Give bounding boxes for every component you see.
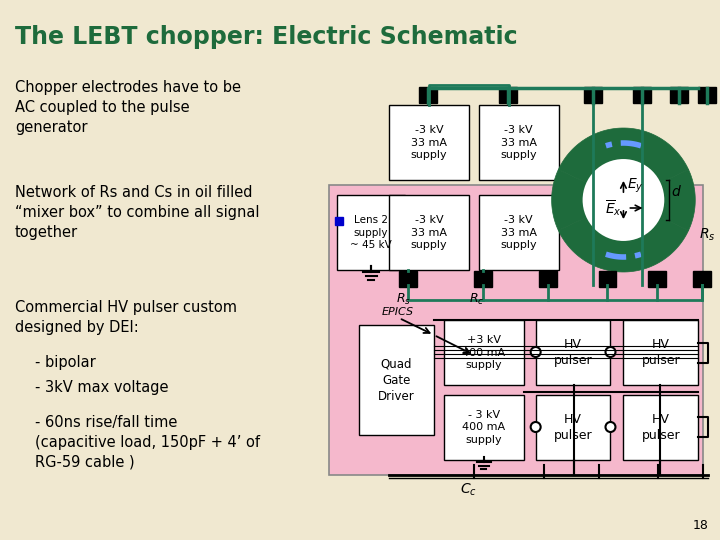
Bar <box>624 320 698 385</box>
Text: - bipolar: - bipolar <box>35 355 96 370</box>
Circle shape <box>531 422 541 432</box>
Bar <box>479 105 559 180</box>
Text: HV
pulser: HV pulser <box>642 338 680 367</box>
Text: Network of Rs and Cs in oil filled
“mixer box” to combine all signal
together: Network of Rs and Cs in oil filled “mixe… <box>15 185 259 240</box>
Bar <box>359 325 434 435</box>
Text: $R_s$: $R_s$ <box>699 227 716 243</box>
Bar <box>419 87 437 103</box>
Bar <box>479 195 559 270</box>
Bar <box>536 395 611 460</box>
Bar <box>389 105 469 180</box>
Bar <box>539 271 557 287</box>
Text: 18: 18 <box>693 519 708 532</box>
Bar <box>499 87 517 103</box>
Text: -3 kV
33 mA
supply: -3 kV 33 mA supply <box>410 125 447 160</box>
Text: $E_y$: $E_y$ <box>627 177 644 195</box>
Bar <box>583 87 601 103</box>
Text: $C_c$: $C_c$ <box>460 482 477 498</box>
Text: -3 kV
33 mA
supply: -3 kV 33 mA supply <box>500 215 537 250</box>
Text: Lens 2
supply
~ 45 kV: Lens 2 supply ~ 45 kV <box>350 215 392 250</box>
Text: Chopper electrodes have to be
AC coupled to the pulse
generator: Chopper electrodes have to be AC coupled… <box>15 80 241 134</box>
Bar <box>337 195 405 270</box>
Text: EPICS: EPICS <box>382 307 414 317</box>
Bar <box>624 395 698 460</box>
Bar <box>698 87 716 103</box>
Bar <box>399 271 417 287</box>
Text: HV
pulser: HV pulser <box>554 338 593 367</box>
Polygon shape <box>558 218 688 272</box>
Bar <box>329 185 703 475</box>
Bar <box>649 271 666 287</box>
Polygon shape <box>558 128 688 183</box>
Text: $d$: $d$ <box>671 185 683 199</box>
Bar <box>444 395 523 460</box>
Polygon shape <box>662 170 696 231</box>
Circle shape <box>606 347 616 357</box>
Text: HV
pulser: HV pulser <box>554 413 593 442</box>
Bar <box>598 271 616 287</box>
Circle shape <box>531 347 541 357</box>
Circle shape <box>606 422 616 432</box>
Polygon shape <box>552 170 585 231</box>
Circle shape <box>582 158 665 242</box>
Text: -3 kV
33 mA
supply: -3 kV 33 mA supply <box>500 125 537 160</box>
Text: $R_c$: $R_c$ <box>469 292 485 307</box>
Bar <box>670 87 688 103</box>
Text: - 3 kV
400 mA
supply: - 3 kV 400 mA supply <box>462 410 505 445</box>
Bar <box>693 271 711 287</box>
Text: - 3kV max voltage: - 3kV max voltage <box>35 380 168 395</box>
Text: - 60ns rise/fall time
(capacitive load, 150pF + 4’ of
RG-59 cable ): - 60ns rise/fall time (capacitive load, … <box>35 415 260 470</box>
Text: +3 kV
400 mA
supply: +3 kV 400 mA supply <box>462 335 505 370</box>
Bar <box>444 320 523 385</box>
Text: Commercial HV pulser custom
designed by DEI:: Commercial HV pulser custom designed by … <box>15 300 237 335</box>
Bar <box>389 195 469 270</box>
Text: $\overline{E}_x$: $\overline{E}_x$ <box>605 198 621 218</box>
Bar <box>536 320 611 385</box>
Bar <box>474 271 492 287</box>
Bar <box>634 87 652 103</box>
Text: $R_s$: $R_s$ <box>397 292 412 307</box>
Text: The LEBT chopper: Electric Schematic: The LEBT chopper: Electric Schematic <box>15 25 518 49</box>
Text: HV
pulser: HV pulser <box>642 413 680 442</box>
Text: -3 kV
33 mA
supply: -3 kV 33 mA supply <box>410 215 447 250</box>
Bar <box>336 217 343 225</box>
Text: Quad
Gate
Driver: Quad Gate Driver <box>378 357 415 402</box>
